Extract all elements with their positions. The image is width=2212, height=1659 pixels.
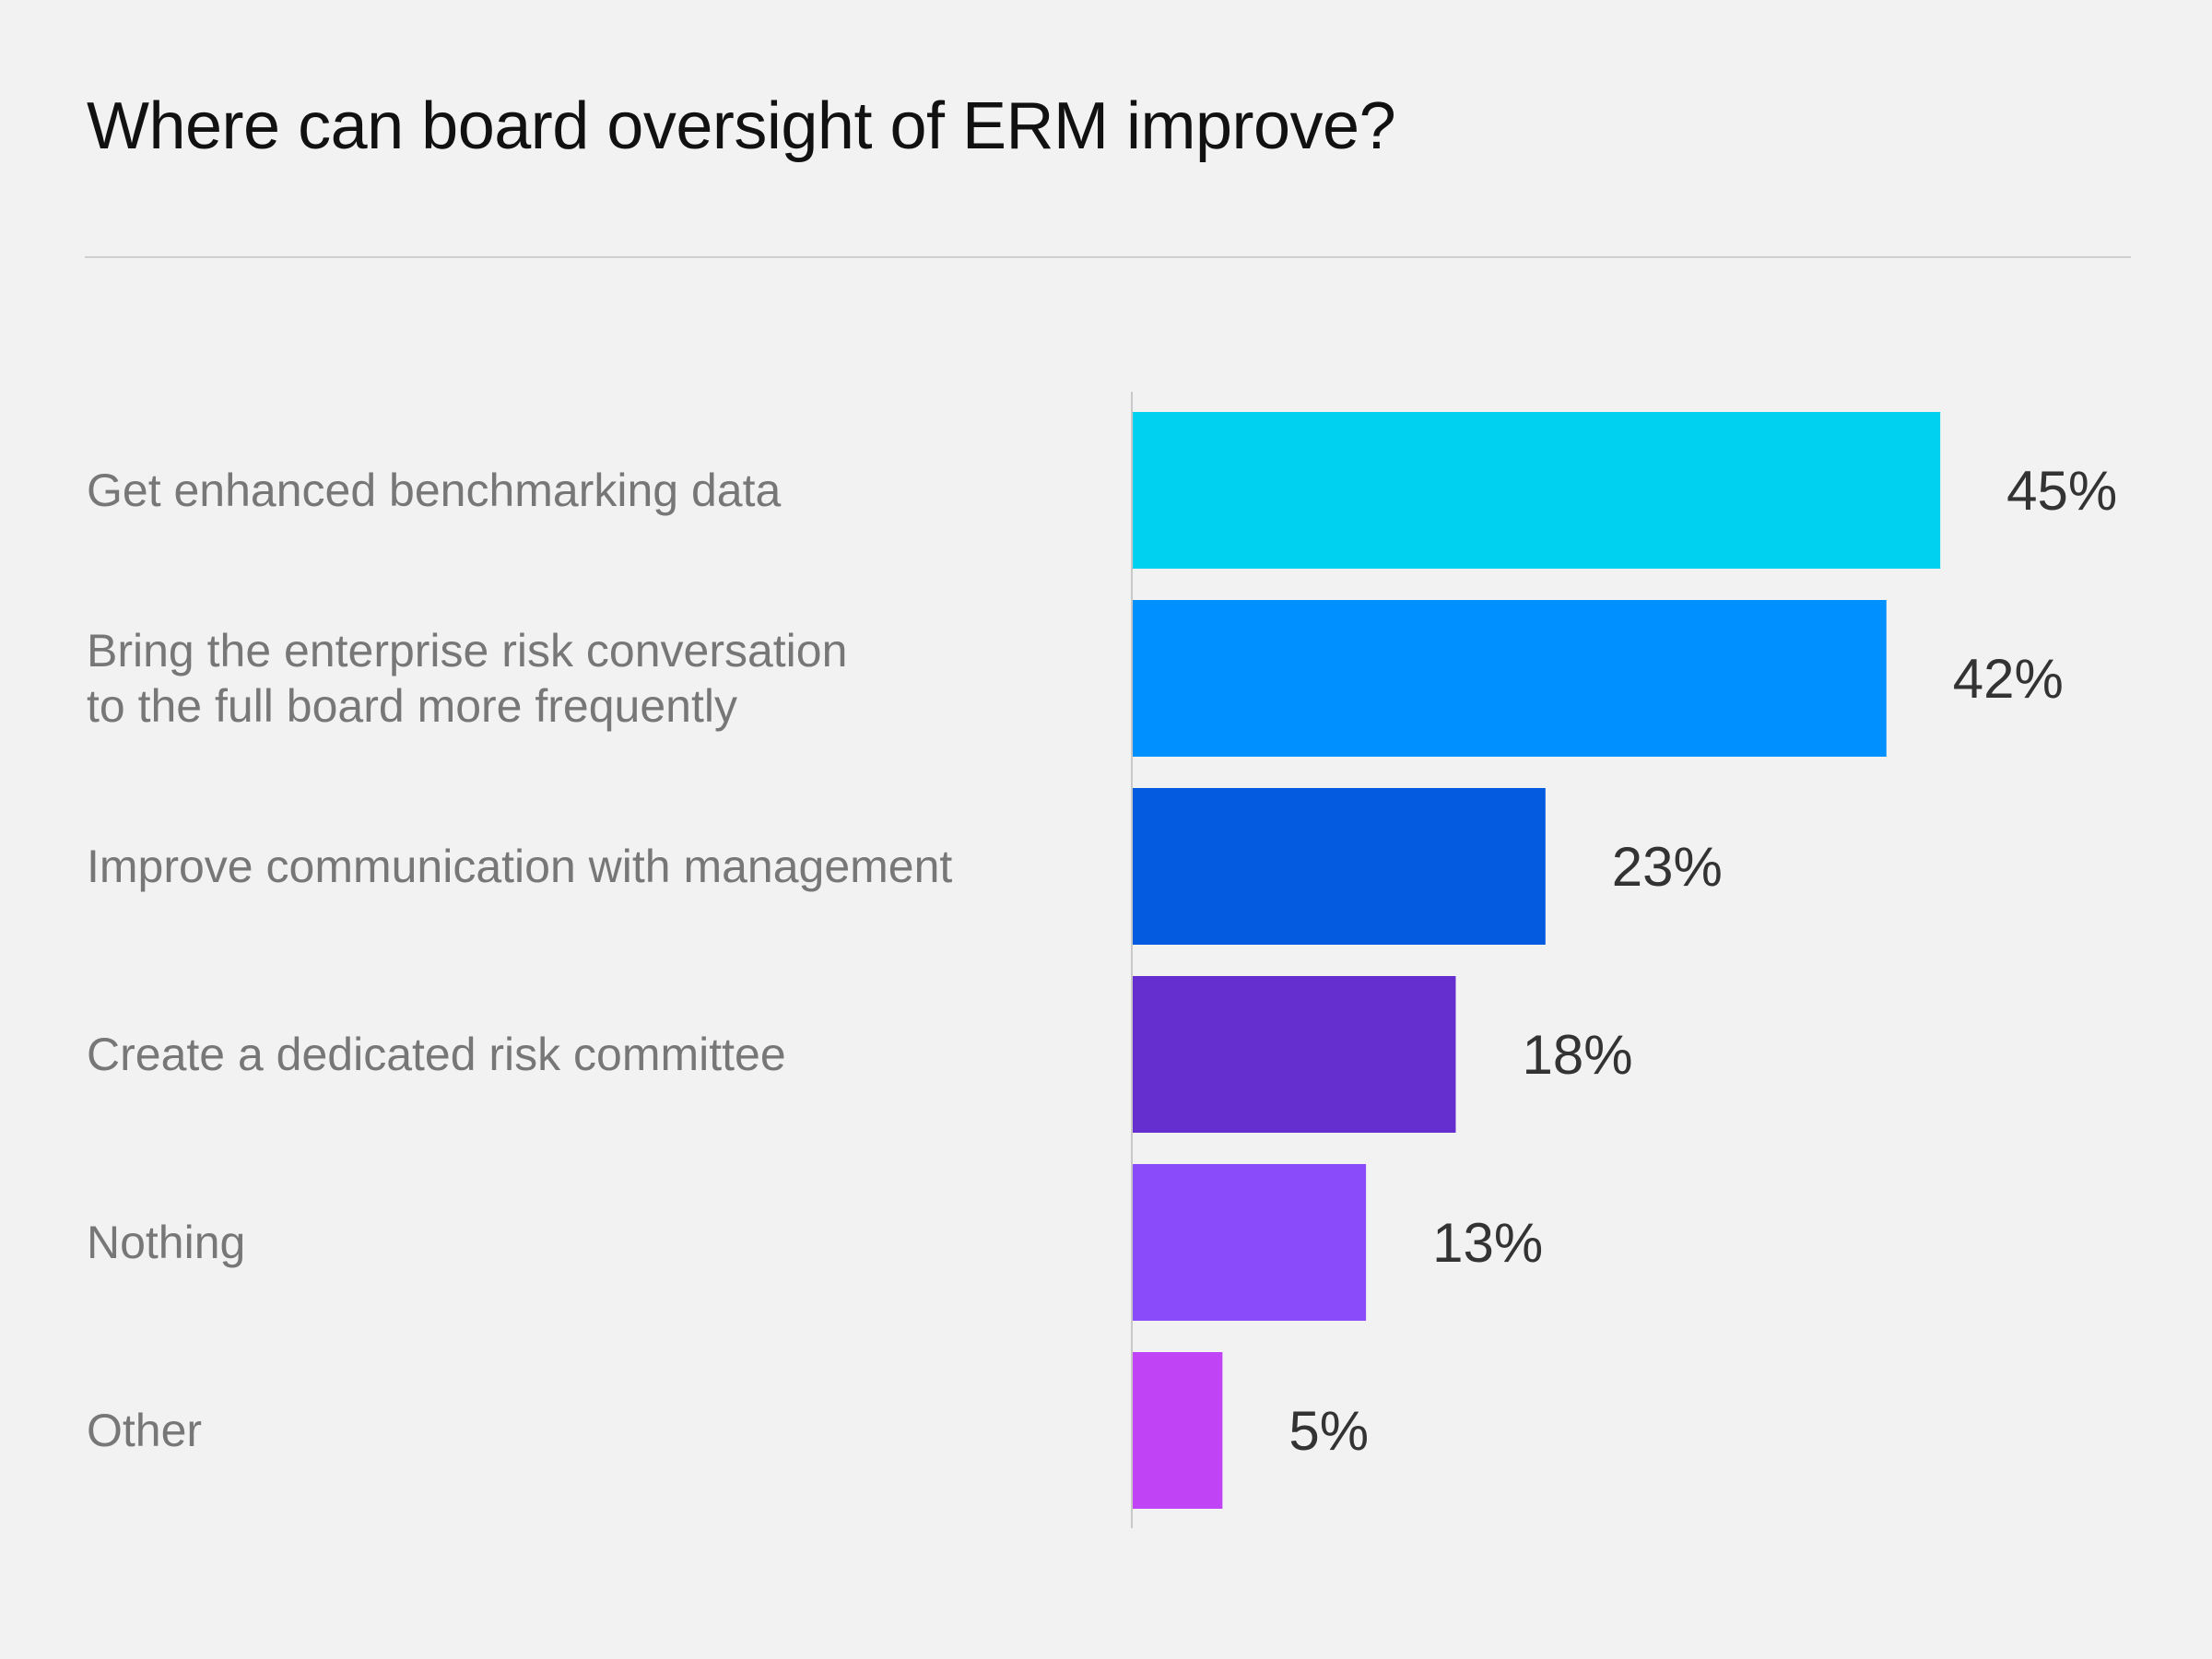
title-divider [85,256,2131,258]
bar [1133,1352,1223,1509]
category-label-line: Improve communication with management [87,841,952,892]
category-label-line: Get enhanced benchmarking data [87,465,781,516]
bar [1133,976,1456,1133]
data-label: 45% [2006,460,2117,522]
category-label: Get enhanced benchmarking data [87,465,781,516]
category-label-line: Other [87,1405,202,1456]
category-label-line: Nothing [87,1217,245,1268]
category-label-line: Create a dedicated risk committee [87,1029,786,1080]
bar [1133,1164,1367,1321]
category-label: Create a dedicated risk committee [87,1029,786,1080]
bar [1133,600,1887,757]
bar [1133,412,1941,569]
data-label: 13% [1432,1212,1543,1274]
category-label: Bring the enterprise risk conversation to… [87,625,847,732]
data-label: 42% [1953,648,2064,710]
bar [1133,788,1546,945]
category-label: Nothing [87,1217,245,1268]
category-label-line: Bring the enterprise risk conversation [87,625,847,677]
category-label-line: to the full board more frequently [87,680,737,732]
data-label: 18% [1522,1024,1632,1086]
chart-title: Where can board oversight of ERM improve… [87,89,1396,163]
data-label: 5% [1288,1400,1369,1462]
data-label: 23% [1612,836,1723,898]
category-label: Improve communication with management [87,841,952,892]
category-label: Other [87,1405,202,1456]
